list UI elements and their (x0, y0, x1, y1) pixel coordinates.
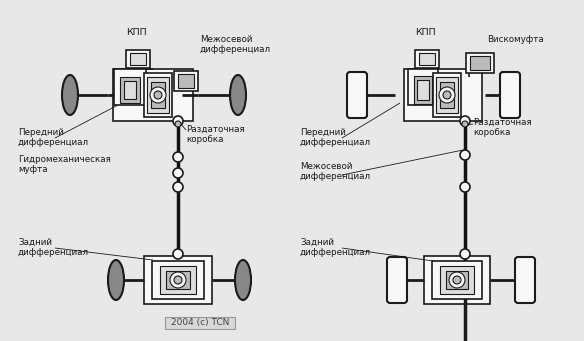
Circle shape (460, 182, 470, 192)
Text: Межосевой
дифференциал: Межосевой дифференциал (200, 35, 271, 55)
Bar (446, 271, 468, 289)
Text: Задний
дифференциал: Задний дифференциал (300, 238, 371, 257)
Bar (424, 256, 490, 304)
Text: КПП: КПП (415, 28, 436, 37)
Bar (165, 317, 235, 329)
Bar (120, 77, 140, 103)
Bar (470, 56, 490, 70)
Circle shape (173, 249, 183, 259)
Bar (114, 69, 146, 105)
Text: Раздаточная
коробка: Раздаточная коробка (186, 125, 245, 144)
Bar (404, 69, 482, 121)
Bar (130, 53, 146, 65)
Text: Раздаточная
коробка: Раздаточная коробка (473, 118, 532, 137)
Bar (415, 50, 439, 68)
Circle shape (173, 168, 183, 178)
Text: КПП: КПП (126, 28, 147, 37)
Circle shape (462, 121, 468, 127)
Bar (433, 73, 461, 117)
Bar (166, 271, 190, 289)
Bar (440, 266, 474, 294)
Bar (160, 266, 196, 294)
Circle shape (173, 182, 183, 192)
Circle shape (150, 87, 166, 103)
FancyBboxPatch shape (347, 72, 367, 118)
Circle shape (175, 121, 181, 127)
Circle shape (460, 116, 470, 126)
Bar (408, 69, 438, 105)
Circle shape (173, 116, 183, 126)
Text: Передний
дифференциал: Передний дифференциал (18, 128, 89, 147)
Bar (124, 81, 136, 99)
Circle shape (173, 152, 183, 162)
Circle shape (453, 276, 461, 284)
Bar (419, 53, 435, 65)
Circle shape (154, 91, 162, 99)
Text: Вискомуфта: Вискомуфта (487, 35, 544, 44)
Circle shape (174, 276, 182, 284)
Circle shape (460, 150, 470, 160)
FancyBboxPatch shape (387, 257, 407, 303)
FancyBboxPatch shape (500, 72, 520, 118)
Circle shape (443, 91, 451, 99)
Bar (113, 69, 193, 121)
Bar (417, 80, 429, 100)
Bar (151, 82, 165, 108)
Bar (436, 77, 458, 113)
Bar (152, 261, 204, 299)
Ellipse shape (230, 75, 246, 115)
Text: Передний
дифференциал: Передний дифференциал (300, 128, 371, 147)
Circle shape (170, 272, 186, 288)
FancyBboxPatch shape (515, 257, 535, 303)
Bar (466, 53, 494, 73)
Circle shape (449, 272, 465, 288)
Ellipse shape (62, 75, 78, 115)
Bar (440, 82, 454, 108)
Text: Гидромеханическая
муфта: Гидромеханическая муфта (18, 155, 111, 174)
Bar (144, 256, 212, 304)
Bar (432, 261, 482, 299)
Ellipse shape (235, 260, 251, 300)
Bar (126, 50, 150, 68)
Bar (174, 71, 198, 91)
Bar (144, 73, 172, 117)
Bar (178, 74, 194, 88)
Bar (147, 77, 169, 113)
Text: 2004 (c) TCN: 2004 (c) TCN (171, 318, 229, 327)
Circle shape (439, 87, 455, 103)
Ellipse shape (108, 260, 124, 300)
Text: Задний
дифференциал: Задний дифференциал (18, 238, 89, 257)
Circle shape (460, 249, 470, 259)
Bar (414, 76, 432, 104)
Text: Межосевой
дифференциал: Межосевой дифференциал (300, 162, 371, 181)
